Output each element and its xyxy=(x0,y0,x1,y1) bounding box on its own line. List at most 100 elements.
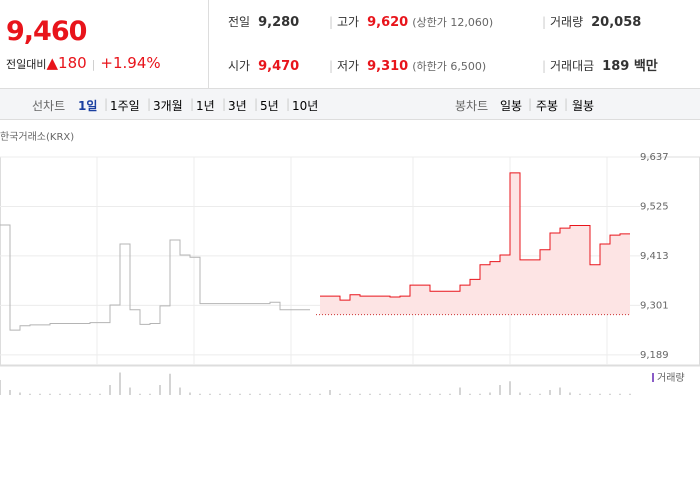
tab[interactable]: 1일 xyxy=(78,99,98,113)
separator: | xyxy=(147,97,152,111)
volume-bar xyxy=(319,393,321,395)
volume-bar xyxy=(259,393,261,395)
stat-note: (하한가 6,500) xyxy=(412,60,487,73)
volume-bar xyxy=(619,393,621,395)
volume-bar xyxy=(229,393,231,395)
y-tick-label: 9,413 xyxy=(640,251,669,262)
tab[interactable]: 월봉 xyxy=(572,99,595,113)
stat-value: 9,620 xyxy=(367,15,409,30)
separator: | xyxy=(190,97,195,111)
volume-bar xyxy=(209,393,211,395)
volume-bar xyxy=(139,393,141,395)
volume-bar xyxy=(19,392,21,395)
volume-bar xyxy=(399,393,401,395)
volume-bar xyxy=(119,372,121,395)
tab[interactable]: 일봉 xyxy=(500,99,523,113)
change-pct: +1.94% xyxy=(100,54,161,72)
stat-value: 9,310 xyxy=(367,59,409,74)
volume-bar xyxy=(329,390,331,395)
volume-bar xyxy=(279,393,281,395)
stat-value: 9,280 xyxy=(258,15,300,30)
chart: 한국거래소(KRX) 9,189 9,301 9,413 9,525 9,637 거래량 xyxy=(0,131,700,395)
separator: | xyxy=(528,97,533,111)
volume-bar xyxy=(549,390,551,395)
volume-bar xyxy=(199,393,201,395)
volume-bar xyxy=(49,393,51,395)
stat: | 저가 9,310 (하한가 6,500) xyxy=(329,56,487,76)
volume-bar xyxy=(289,393,291,395)
up-arrow: ▲ xyxy=(46,54,59,72)
volume-bar xyxy=(339,393,341,395)
volume-bar xyxy=(249,393,251,395)
volume-bar xyxy=(149,393,151,395)
volume-bar xyxy=(579,393,581,395)
volume-bar xyxy=(609,393,611,395)
separator: | xyxy=(286,97,291,111)
legend-label: 거래량 xyxy=(657,372,685,384)
y-tick-label: 9,301 xyxy=(640,300,669,311)
volume-bar xyxy=(469,393,471,395)
volume-bar xyxy=(179,387,181,395)
separator: | xyxy=(104,97,109,111)
legend-swatch xyxy=(652,373,654,382)
volume-bar xyxy=(359,393,361,395)
tab[interactable]: 3개월 xyxy=(153,99,183,113)
volume-bar xyxy=(409,393,411,395)
volume-bar xyxy=(489,392,491,395)
volume-bar xyxy=(459,387,461,395)
stat-value: 189 백만 xyxy=(602,59,658,74)
volume-bar xyxy=(269,393,271,395)
separator: | xyxy=(564,97,569,111)
separator: | xyxy=(542,59,547,73)
volume-bar xyxy=(559,387,561,395)
tab[interactable]: 5년 xyxy=(260,99,279,113)
volume-bar xyxy=(159,385,161,395)
volume-bar xyxy=(309,393,311,395)
stat-label: 고가 xyxy=(337,15,360,29)
volume-bar xyxy=(9,390,11,395)
tab-group-label: 선차트 xyxy=(32,99,66,113)
stat-label: 전일 xyxy=(228,15,251,29)
volume-bar xyxy=(429,393,431,395)
tab[interactable]: 1년 xyxy=(196,99,215,113)
tab[interactable]: 1주일 xyxy=(110,99,140,113)
tab[interactable]: 10년 xyxy=(292,99,319,113)
stat-label: 거래량 xyxy=(550,15,584,29)
volume-bar xyxy=(519,392,521,395)
volume-bar xyxy=(109,385,111,395)
change: 전일대비▲180 | +1.94% xyxy=(6,54,161,72)
quote-panel: 9,460 전일대비▲180 | +1.94% 전일 9,280 | 고가 9,620 (상한… xyxy=(0,0,700,89)
area xyxy=(320,172,630,315)
stat-note: (상한가 12,060) xyxy=(412,16,494,29)
stat-value: 20,058 xyxy=(591,15,642,30)
price: 9,460 xyxy=(6,16,87,47)
separator: | xyxy=(329,15,334,29)
stat-label: 거래대금 xyxy=(550,59,595,73)
volume-bar xyxy=(439,393,441,395)
stat: | 거래대금 189 백만 xyxy=(542,56,658,76)
stat: | 거래량 20,058 xyxy=(542,12,642,32)
stat-label: 저가 xyxy=(337,59,360,73)
y-tick-label: 9,189 xyxy=(640,350,669,361)
volume-bar xyxy=(0,380,1,395)
tab[interactable]: 주봉 xyxy=(536,99,559,113)
volume-bar xyxy=(69,393,71,395)
volume-bar xyxy=(599,393,601,395)
volume-bar xyxy=(59,393,61,395)
volume-bar xyxy=(29,393,31,395)
volume-bar xyxy=(129,387,131,395)
stat: | 고가 9,620 (상한가 12,060) xyxy=(329,12,494,32)
stat: 시가 9,470 xyxy=(228,56,299,76)
volume-bar xyxy=(589,393,591,395)
volume-bar xyxy=(349,393,351,395)
stat-value: 9,470 xyxy=(258,59,300,74)
tab[interactable]: 3년 xyxy=(228,99,247,113)
source-label: 한국거래소(KRX) xyxy=(0,131,74,143)
volume-bar xyxy=(89,393,91,395)
volume-bar xyxy=(389,393,391,395)
separator: | xyxy=(222,97,227,111)
volume-bar xyxy=(569,392,571,395)
volume-bar xyxy=(379,393,381,395)
volume-bar xyxy=(539,393,541,395)
